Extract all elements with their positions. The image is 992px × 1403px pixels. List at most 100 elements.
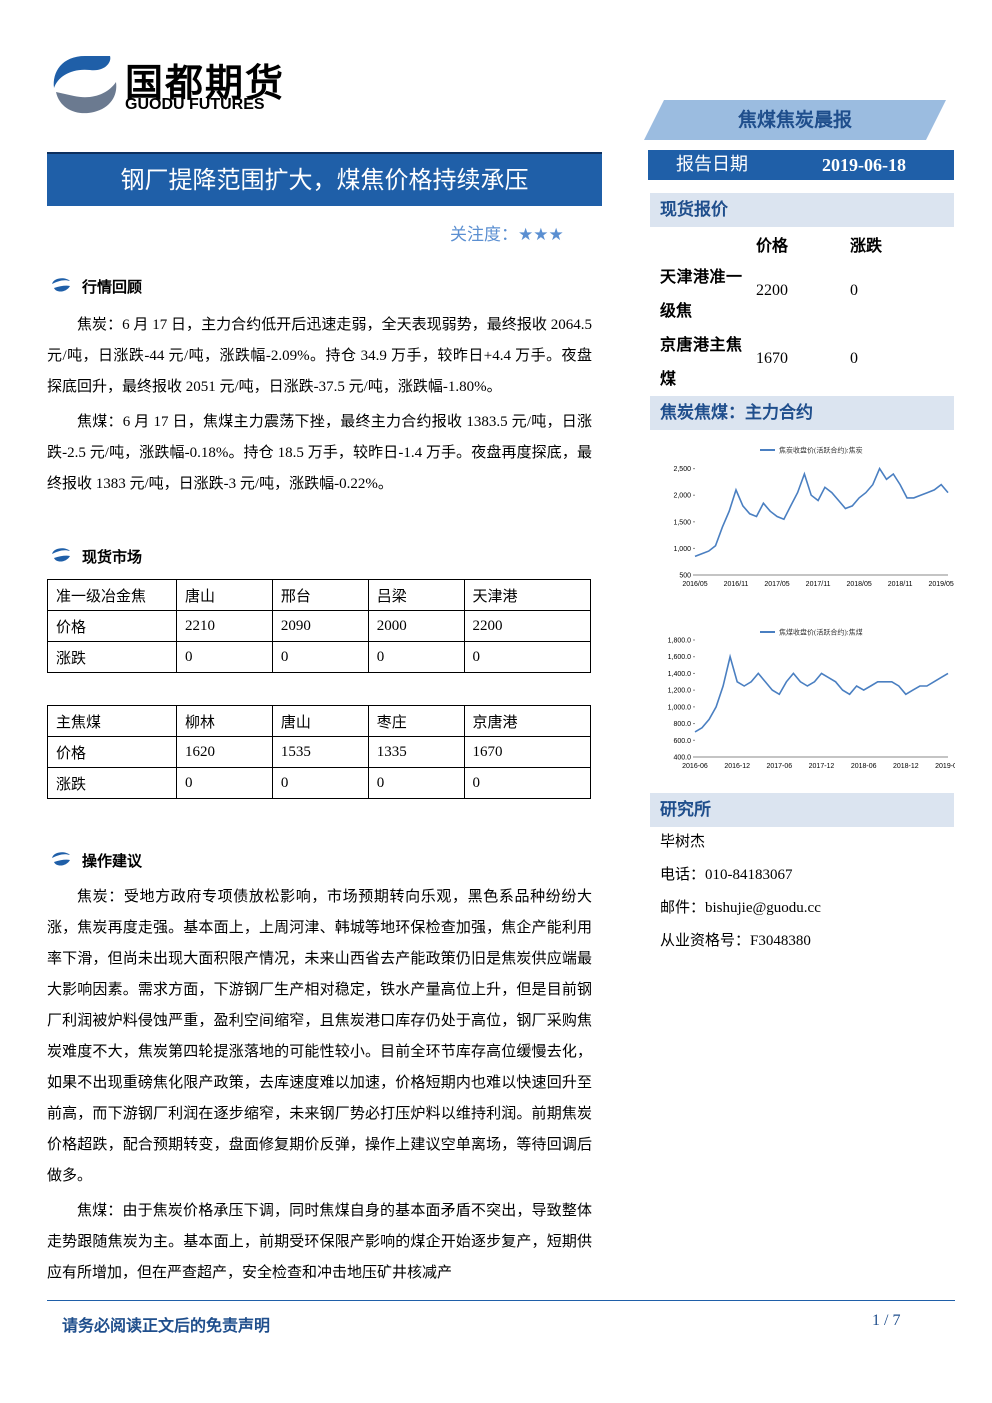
spot-change: 0 <box>850 350 858 367</box>
sidebar-heading: 研究所 <box>650 793 954 827</box>
table-cell: 唐山 <box>176 579 273 611</box>
table-row: 涨跌 0 0 0 0 <box>47 641 592 673</box>
column-header: 涨跌 <box>850 236 883 255</box>
table-row: 价格 1620 1535 1335 1670 <box>47 736 592 768</box>
y-tick-label: 1,000 <box>673 546 691 553</box>
y-tick-label: 500 <box>679 573 691 580</box>
section-heading: 现货市场 <box>82 548 143 566</box>
spot-quote: 价格 涨跌天津港准一级焦 2200 0 京唐港主焦煤 1670 0 <box>650 228 954 396</box>
paragraph: 焦炭：6 月 17 日，主力合约低开后迅速走弱，全天表现弱势，最终报收 2064… <box>47 317 592 395</box>
table-cell: 0 <box>463 641 592 673</box>
x-tick-label: 2018/11 <box>888 581 913 588</box>
x-tick-label: 2016-06 <box>682 763 708 770</box>
table-row: 涨跌 0 0 0 0 <box>47 767 592 799</box>
spot-header: 价格 涨跌 <box>650 228 954 260</box>
spot-name: 天津港准一级焦 <box>660 267 742 320</box>
table-row: 主焦煤 柳林 唐山 枣庄 京唐港 <box>47 705 592 737</box>
table-cell: 2200 <box>463 610 592 642</box>
section-heading: 行情回顾 <box>82 278 143 296</box>
table-cell: 0 <box>176 641 273 673</box>
table-cell: 涨跌 <box>47 767 177 799</box>
table-row: 价格 2210 2090 2000 2200 <box>47 610 592 642</box>
table-cell: 0 <box>271 641 369 673</box>
table-cell: 天津港 <box>463 579 592 611</box>
legend-label: 焦煤收盘价(活跃合约):焦煤 <box>779 628 863 637</box>
table-cell: 价格 <box>47 610 177 642</box>
table-cell: 0 <box>176 767 273 799</box>
spot-price: 2200 <box>756 282 788 299</box>
x-tick-label: 2018-12 <box>893 763 919 770</box>
table-cell: 1335 <box>367 736 465 768</box>
table-cell: 准一级冶金焦 <box>47 579 177 611</box>
y-tick-label: 1,000.0 <box>668 704 691 711</box>
table-row: 准一级冶金焦 唐山 邢台 吕梁 天津港 <box>47 579 592 611</box>
attention: 关注度：★★★ <box>450 225 564 245</box>
x-tick-label: 2017-12 <box>809 763 835 770</box>
disclaimer[interactable]: 请务必阅读正文后的免责声明 <box>62 1316 271 1335</box>
chart: 400.0 600.0 800.0 1,000.0 1,200.0 1,400.0 1,60… <box>668 628 955 771</box>
table-cell: 柳林 <box>176 705 273 737</box>
date-bar <box>648 150 954 180</box>
data-line <box>694 653 949 733</box>
y-tick-label: 1,800.0 <box>668 638 691 645</box>
table-cell: 吕梁 <box>367 579 465 611</box>
spot-row: 京唐港主焦煤 1670 0 <box>650 328 954 396</box>
contact-line: 邮件：bishujie@guodu.cc <box>660 900 821 916</box>
table-cell: 价格 <box>47 736 177 768</box>
legend-label: 焦炭收盘价(活跃合约):焦炭 <box>779 446 863 455</box>
table-cell: 枣庄 <box>367 705 465 737</box>
y-tick-label: 2,000 <box>673 493 691 500</box>
table-cell: 1620 <box>176 736 273 768</box>
x-tick-label: 2016/11 <box>724 581 749 588</box>
sidebar-heading: 现货报价 <box>650 193 954 227</box>
title: 钢厂提降范围扩大，煤焦价格持续承压 <box>120 166 529 194</box>
table-cell: 1535 <box>271 736 369 768</box>
paragraph: 焦煤：由于焦炭价格承压下调，同时焦煤自身的基本面矛盾不突出，导致整体走势跟随焦炭… <box>47 1203 592 1281</box>
footer-rule <box>47 1300 955 1301</box>
report-banner <box>644 100 946 140</box>
spot-price: 1670 <box>756 350 788 367</box>
y-tick-label: 400.0 <box>673 755 691 762</box>
logo-cn: 国都期货 <box>125 61 286 105</box>
contact-line: 毕树杰 <box>660 834 706 850</box>
chart: 500 1,000 1,500 2,000 2,500 2016/05 2016/11 201… <box>673 446 953 589</box>
icon <box>52 548 70 562</box>
x-tick-label: 2019-06 <box>935 763 955 770</box>
section-heading: 操作建议 <box>82 852 143 870</box>
data-line <box>694 466 949 558</box>
y-tick-label: 1,600.0 <box>668 654 691 661</box>
table-cell: 0 <box>367 767 465 799</box>
y-tick-label: 1,500 <box>673 519 691 526</box>
table-cell: 0 <box>271 767 369 799</box>
y-tick-label: 800.0 <box>673 721 691 728</box>
sidebar-heading: 焦炭焦煤：主力合约 <box>650 396 954 430</box>
table-cell: 邢台 <box>271 579 369 611</box>
icon <box>52 278 70 292</box>
spot-table: 主焦煤 柳林 唐山 枣庄 京唐港 价格 1620 1535 1335 1670 涨跌 0 0 0 0 <box>47 705 592 799</box>
contact-line: 从业资格号：F3048380 <box>660 933 811 949</box>
paragraph: 焦煤：6 月 17 日，焦煤主力震荡下挫，最终主力合约报收 1383.5 元/吨… <box>47 414 592 492</box>
spot-row: 天津港准一级焦 2200 0 <box>650 260 954 328</box>
spot-name: 京唐港主焦煤 <box>660 335 742 388</box>
table-cell: 2000 <box>367 610 465 642</box>
x-tick-label: 2017-06 <box>766 763 792 770</box>
column-header: 价格 <box>756 236 789 255</box>
spot-change: 0 <box>850 282 858 299</box>
table-cell: 主焦煤 <box>47 705 177 737</box>
contacts: 毕树杰 电话：010-84183067 邮件：bishujie@guodu.cc 从业… <box>660 826 821 958</box>
x-tick-label: 2018-06 <box>851 763 877 770</box>
table-cell: 2210 <box>176 610 273 642</box>
table-cell: 0 <box>463 767 592 799</box>
paragraph: 焦炭：受地方政府专项债放松影响，市场预期转向乐观，黑色系品种纷纷大涨，焦炭再度走… <box>47 889 592 1184</box>
section-body: 焦炭：受地方政府专项债放松影响，市场预期转向乐观，黑色系品种纷纷大涨，焦炭再度走… <box>47 882 592 1292</box>
x-tick-label: 2017/05 <box>764 581 789 588</box>
table-cell: 1670 <box>463 736 592 768</box>
x-tick-label: 2018/05 <box>846 581 871 588</box>
x-tick-label: 2017/11 <box>806 581 831 588</box>
logo-en: GUODU FUTURES <box>125 96 265 113</box>
date-label: 报告日期 <box>676 154 748 175</box>
table-cell: 0 <box>367 641 465 673</box>
y-tick-label: 1,400.0 <box>668 671 691 678</box>
date: 2019-06-18 <box>822 155 906 175</box>
